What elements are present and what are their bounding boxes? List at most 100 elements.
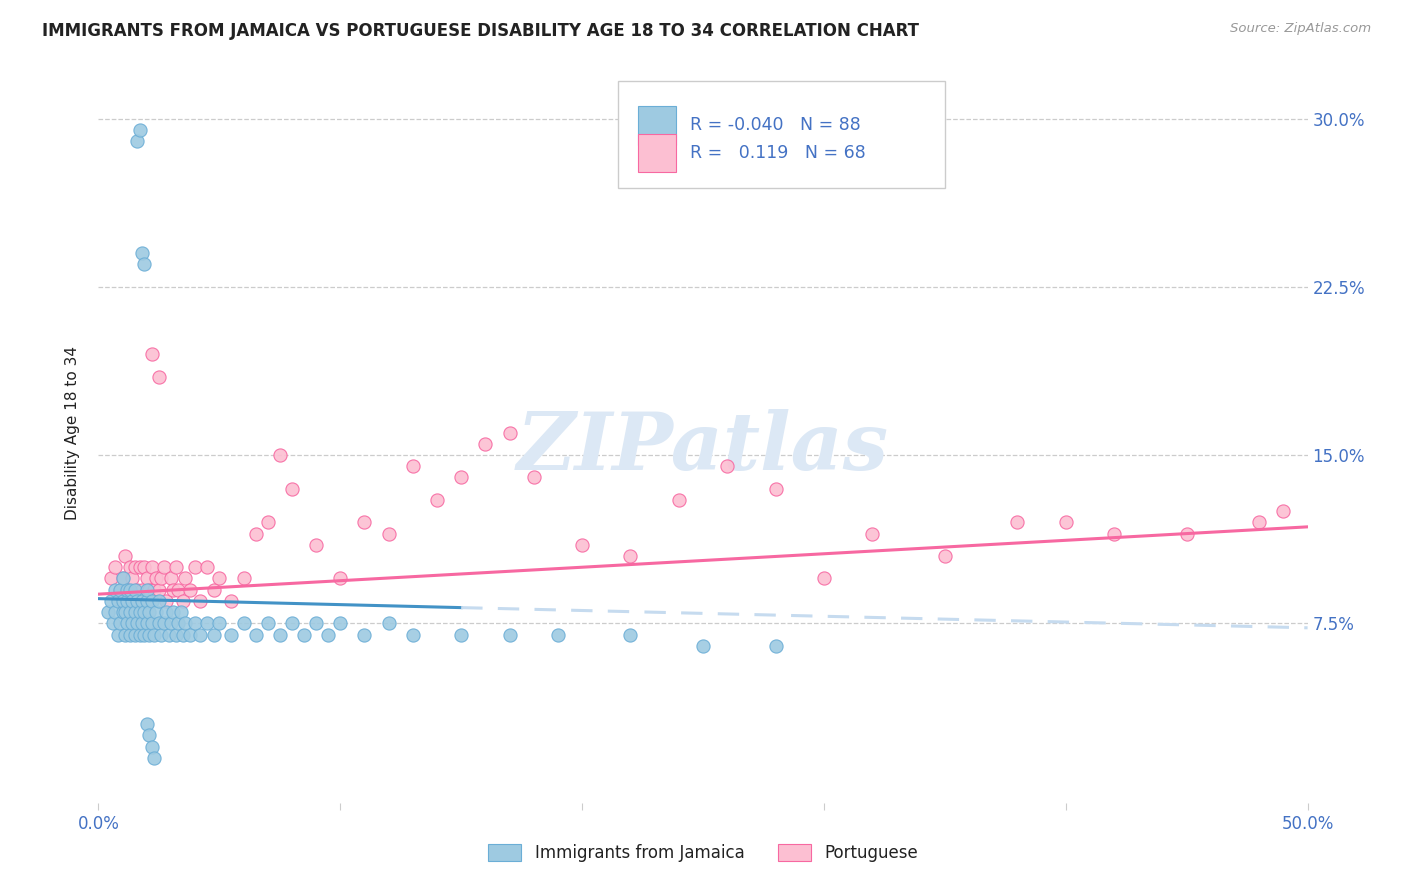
Point: [104, 582, 127, 597]
Point: [131, 582, 153, 597]
Point: [316, 627, 339, 641]
Point: [204, 627, 226, 641]
Point: [101, 616, 124, 631]
Point: [134, 257, 156, 271]
Point: [114, 605, 136, 619]
Text: R = -0.040   N = 88: R = -0.040 N = 88: [690, 116, 860, 135]
Point: [179, 582, 201, 597]
Point: [426, 492, 449, 507]
Point: [162, 605, 184, 619]
Point: [160, 571, 183, 585]
Point: [143, 582, 166, 597]
Point: [165, 560, 187, 574]
Point: [135, 594, 157, 608]
Point: [121, 616, 143, 631]
Point: [108, 582, 131, 597]
Point: [148, 582, 170, 597]
Point: [135, 717, 157, 731]
Point: [117, 582, 139, 597]
Point: [619, 627, 641, 641]
Point: [184, 616, 207, 631]
Point: [256, 516, 278, 530]
Point: [167, 582, 190, 597]
Point: [172, 594, 194, 608]
Point: [107, 594, 129, 608]
Point: [692, 639, 714, 653]
Point: [1272, 504, 1295, 518]
Point: [141, 594, 163, 608]
Point: [104, 560, 127, 574]
Point: [221, 594, 243, 608]
Point: [860, 526, 883, 541]
Text: R =   0.119   N = 68: R = 0.119 N = 68: [690, 144, 866, 161]
Point: [135, 616, 157, 631]
Point: [165, 627, 187, 641]
Point: [245, 627, 267, 641]
Point: [108, 582, 131, 597]
Point: [245, 526, 267, 541]
Point: [145, 605, 167, 619]
Point: [547, 627, 569, 641]
Point: [204, 582, 226, 597]
Point: [141, 616, 163, 631]
Point: [208, 571, 231, 585]
Point: [117, 616, 139, 631]
Point: [138, 729, 160, 743]
Point: [135, 582, 157, 597]
Point: [145, 571, 167, 585]
Point: [305, 538, 328, 552]
Point: [124, 560, 146, 574]
Point: [118, 560, 141, 574]
Point: [134, 605, 156, 619]
Point: [195, 560, 218, 574]
Point: [353, 516, 375, 530]
Point: [131, 594, 153, 608]
Point: [150, 627, 173, 641]
Text: ZIPatlas: ZIPatlas: [517, 409, 889, 486]
Point: [143, 627, 166, 641]
Point: [402, 459, 425, 474]
Point: [157, 627, 180, 641]
Point: [124, 594, 146, 608]
Point: [111, 571, 134, 585]
Point: [523, 470, 546, 484]
Point: [1054, 516, 1077, 530]
Point: [134, 627, 156, 641]
Point: [619, 549, 641, 563]
Y-axis label: Disability Age 18 to 34: Disability Age 18 to 34: [65, 345, 80, 520]
Point: [716, 459, 738, 474]
Text: Source: ZipAtlas.com: Source: ZipAtlas.com: [1230, 22, 1371, 36]
FancyBboxPatch shape: [638, 106, 676, 145]
Point: [1249, 516, 1271, 530]
Point: [124, 627, 146, 641]
Point: [128, 605, 150, 619]
Point: [127, 594, 149, 608]
Point: [114, 627, 136, 641]
Point: [305, 616, 328, 631]
Point: [107, 627, 129, 641]
Point: [124, 605, 146, 619]
Point: [127, 616, 149, 631]
Point: [765, 639, 787, 653]
Point: [571, 538, 593, 552]
Point: [141, 739, 163, 754]
Point: [208, 616, 231, 631]
Point: [111, 594, 134, 608]
Point: [1007, 516, 1029, 530]
Point: [148, 594, 170, 608]
FancyBboxPatch shape: [619, 81, 945, 188]
Point: [377, 526, 399, 541]
Point: [148, 369, 170, 384]
Point: [232, 571, 254, 585]
Point: [281, 482, 304, 496]
Point: [329, 616, 352, 631]
Text: IMMIGRANTS FROM JAMAICA VS PORTUGUESE DISABILITY AGE 18 TO 34 CORRELATION CHART: IMMIGRANTS FROM JAMAICA VS PORTUGUESE DI…: [42, 22, 920, 40]
Point: [138, 627, 160, 641]
Point: [269, 448, 291, 462]
Point: [111, 571, 134, 585]
Point: [97, 605, 120, 619]
Point: [131, 246, 153, 260]
Point: [138, 582, 160, 597]
Point: [121, 594, 143, 608]
Point: [135, 571, 157, 585]
